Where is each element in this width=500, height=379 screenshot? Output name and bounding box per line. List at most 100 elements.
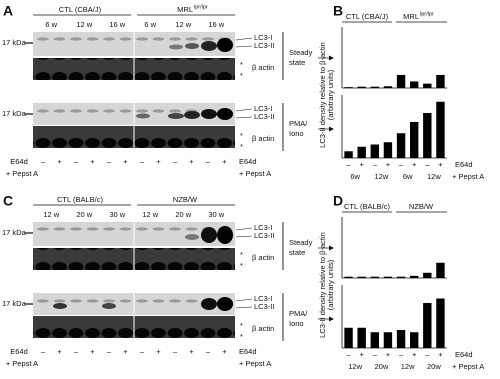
condition-label: state	[289, 248, 305, 257]
lane-sign: +	[189, 157, 194, 166]
group-label: CTL (BALB/c)	[57, 195, 103, 204]
loading-label: β actin	[252, 134, 274, 143]
x-tick-label: –	[399, 160, 404, 169]
treatment-label: E64d	[239, 157, 257, 166]
treatment-label: + Pepst A	[452, 172, 484, 181]
bar	[396, 133, 406, 158]
band-leader	[235, 235, 253, 238]
age-label: 12w	[374, 172, 388, 181]
note-mark: *	[240, 142, 243, 151]
treatment-label: E64d	[455, 160, 473, 169]
bar	[396, 74, 406, 88]
panel-letter: D	[333, 193, 343, 209]
note-mark: *	[240, 332, 243, 341]
x-tick-label: –	[346, 160, 351, 169]
band-label: LC3-I	[254, 294, 272, 303]
lane-sign: –	[140, 347, 145, 356]
age-label: 6w	[350, 172, 360, 181]
bar	[436, 101, 445, 158]
bar	[357, 146, 366, 158]
blot-band	[201, 109, 217, 119]
x-tick-label: –	[373, 350, 378, 359]
condition-label: state	[289, 58, 305, 67]
blot-band	[217, 297, 233, 311]
lane-sign: +	[90, 347, 95, 356]
age-label: 12w	[401, 362, 415, 371]
mw-marker: 17 kDa	[2, 299, 27, 308]
bar	[423, 83, 432, 88]
lane-sign: +	[156, 157, 161, 166]
age-label: 12 w	[43, 210, 59, 219]
bar	[396, 330, 406, 348]
lane-sign: –	[206, 347, 211, 356]
band-label: LC3-I	[254, 104, 272, 113]
treatment-label: + Pepst A	[6, 169, 38, 178]
age-label: 16 w	[208, 20, 224, 29]
mw-marker: 17 kDa	[2, 228, 27, 237]
age-label: 12 w	[175, 20, 191, 29]
blot-band	[185, 234, 199, 240]
bar	[370, 86, 380, 88]
age-label: 30 w	[208, 210, 224, 219]
band-leader	[235, 306, 253, 309]
lane-sign: +	[57, 157, 62, 166]
lane-sign: +	[57, 347, 62, 356]
age-label: 12w	[427, 172, 441, 181]
treatment-label: E64d	[10, 157, 28, 166]
group-label: CTL (BALB/c)	[344, 202, 390, 211]
group-label: MRL	[177, 5, 193, 14]
blot-band	[184, 111, 200, 119]
bar	[396, 276, 406, 278]
bar	[409, 81, 419, 88]
bar	[383, 86, 393, 88]
age-label: 12 w	[76, 20, 92, 29]
band-leader	[235, 298, 253, 302]
y-axis-label: (arbitrary units)	[326, 69, 335, 120]
treatment-label: + Pepst A	[452, 362, 484, 371]
age-label: 12w	[348, 362, 362, 371]
lane-sign: –	[173, 347, 178, 356]
x-tick-label: +	[386, 350, 391, 359]
treatment-label: + Pepst A	[239, 359, 271, 368]
x-tick-label: +	[359, 350, 364, 359]
lane-sign: –	[206, 157, 211, 166]
blot-group	[33, 222, 235, 338]
bar	[423, 272, 432, 278]
lane-sign: –	[173, 157, 178, 166]
x-tick-label: –	[425, 160, 430, 169]
age-label: 20w	[374, 362, 388, 371]
bar	[423, 303, 432, 348]
lane-sign: +	[189, 347, 194, 356]
lane-sign: –	[140, 157, 145, 166]
x-tick-label: –	[373, 160, 378, 169]
age-label: 16 w	[109, 20, 125, 29]
bar	[344, 87, 353, 88]
blot-band	[217, 38, 233, 52]
blot-band	[201, 298, 217, 310]
group-label: MRL	[403, 12, 419, 21]
bar	[370, 276, 380, 278]
condition-label: Steady	[289, 238, 313, 247]
band-label: LC3-II	[254, 41, 274, 50]
age-label: 30 w	[109, 210, 125, 219]
x-tick-label: –	[399, 350, 404, 359]
bar	[409, 332, 419, 348]
panel-letter: B	[333, 3, 343, 19]
bar	[436, 74, 445, 88]
bar	[357, 276, 366, 278]
age-label: 6 w	[45, 20, 57, 29]
bar	[344, 327, 353, 348]
band-leader	[235, 227, 253, 231]
band-label: LC3-I	[254, 223, 272, 232]
blot-band	[136, 113, 150, 119]
lane-sign: –	[41, 347, 46, 356]
blot-band	[217, 226, 233, 244]
note-mark: *	[240, 321, 243, 330]
panel-letter: C	[3, 193, 13, 209]
lane-sign: +	[90, 157, 95, 166]
mw-marker: 17 kDa	[2, 38, 27, 47]
treatment-label: + Pepst A	[239, 169, 271, 178]
x-tick-label: +	[412, 350, 417, 359]
age-label: 6 w	[144, 20, 156, 29]
